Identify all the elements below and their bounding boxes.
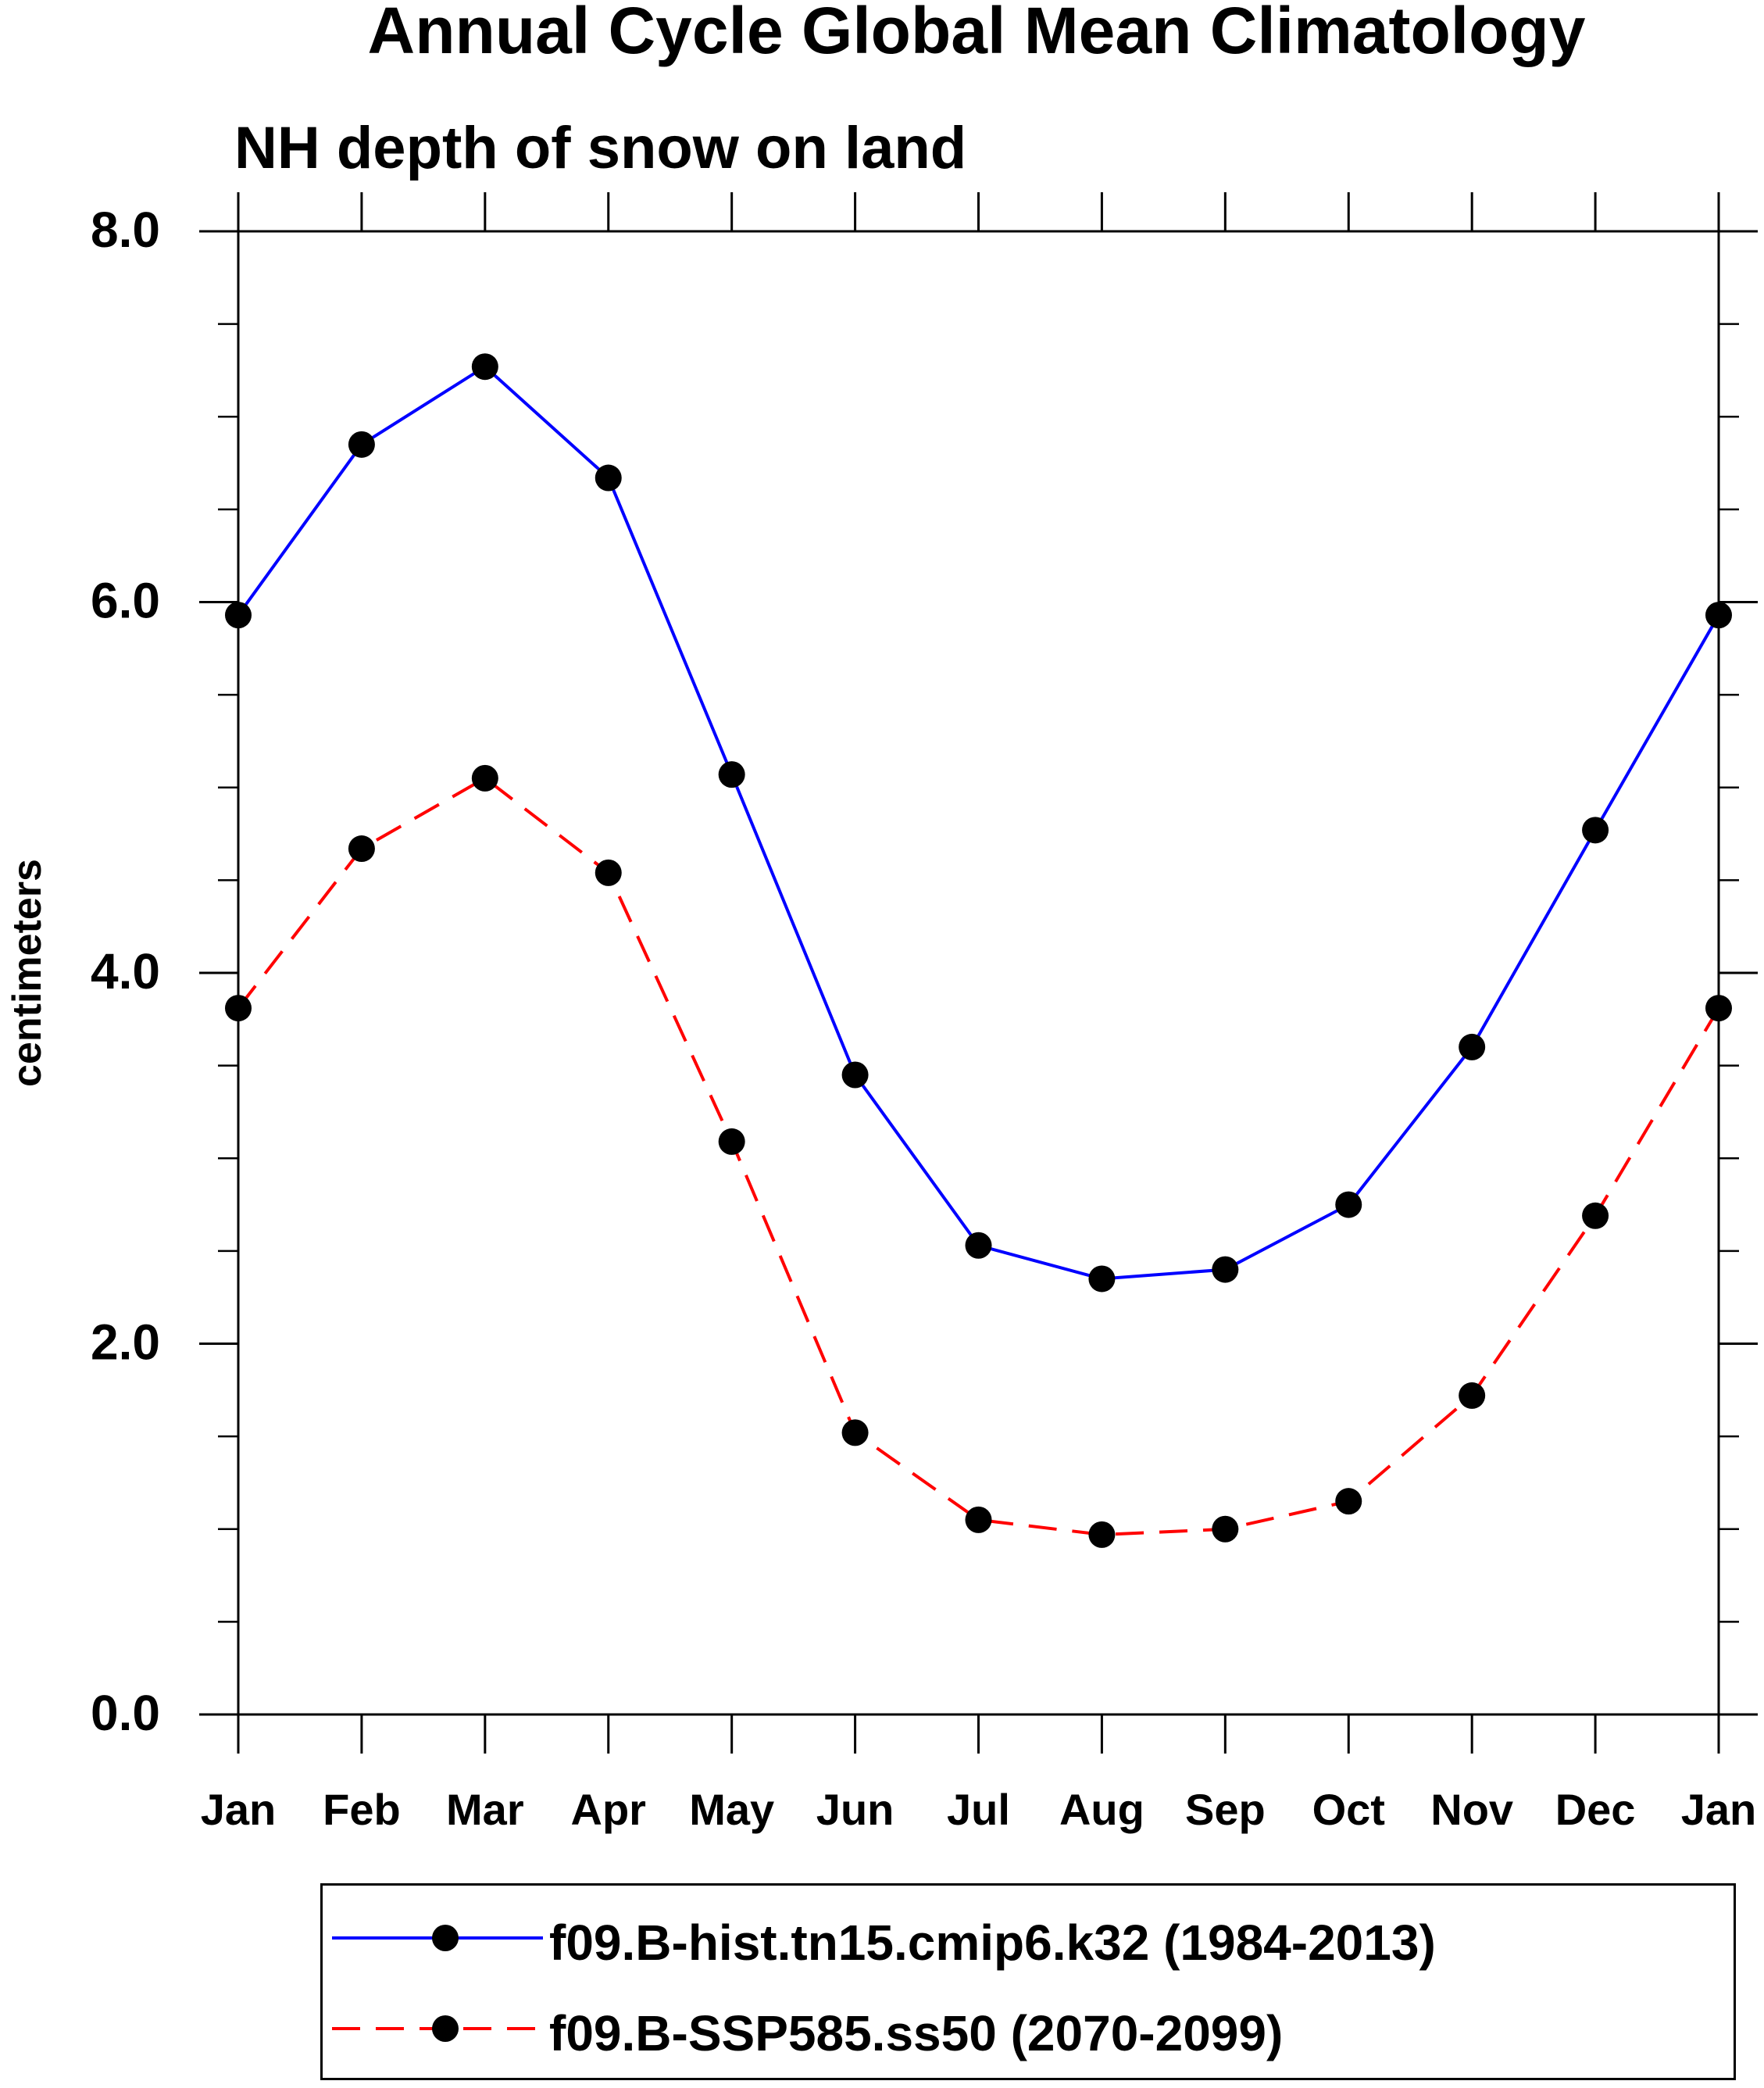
legend-swatch-hist (332, 1925, 543, 1951)
data-point-series-1 (718, 1128, 745, 1155)
data-point-series-1 (841, 1419, 869, 1446)
x-tick-label: Dec (1555, 1785, 1636, 1834)
y-tick-label: 2.0 (91, 1314, 160, 1371)
legend: f09.B-hist.tn15.cmip6.k32 (1984-2013) f0… (320, 1883, 1736, 2080)
legend-label-ssp585: f09.B-SSP585.ss50 (2070-2099) (549, 2005, 1284, 2061)
data-point-series-0 (841, 1061, 869, 1089)
data-point-series-1 (1705, 995, 1732, 1022)
data-point-series-0 (595, 464, 622, 492)
data-point-series-0 (471, 353, 498, 381)
x-tick-label: Aug (1059, 1785, 1144, 1834)
data-point-series-0 (1212, 1256, 1239, 1283)
legend-item-ssp585: f09.B-SSP585.ss50 (2070-2099) (323, 1986, 1734, 2072)
data-point-series-1 (1582, 1202, 1609, 1229)
data-point-series-1 (1459, 1382, 1486, 1409)
legend-label-hist: f09.B-hist.tn15.cmip6.k32 (1984-2013) (549, 1915, 1436, 1971)
legend-item-hist: f09.B-hist.tn15.cmip6.k32 (1984-2013) (323, 1895, 1734, 1981)
y-tick-label: 6.0 (91, 573, 160, 629)
data-point-series-0 (1459, 1033, 1486, 1060)
data-point-series-1 (348, 835, 375, 863)
chart-title: Annual Cycle Global Mean Climatology (368, 0, 1586, 67)
x-tick-label: Apr (571, 1785, 646, 1834)
data-point-series-1 (471, 764, 498, 792)
x-tick-label: Jun (816, 1785, 894, 1834)
x-tick-label: Jan (1681, 1785, 1757, 1834)
data-point-series-0 (965, 1232, 992, 1259)
y-tick-label: 0.0 (91, 1685, 160, 1741)
chart-subtitle: NH depth of snow on land (234, 115, 966, 181)
series-line-0 (237, 364, 1720, 1281)
x-tick-label: Feb (323, 1785, 401, 1834)
data-point-series-0 (1088, 1265, 1116, 1292)
legend-marker-ssp585 (432, 2015, 459, 2042)
x-tick-label: Jan (201, 1785, 277, 1834)
x-tick-label: Mar (446, 1785, 524, 1834)
data-point-series-0 (1335, 1191, 1362, 1218)
x-tick-label: Jul (947, 1785, 1010, 1834)
plot-frame (237, 230, 1720, 1716)
y-tick-label: 8.0 (91, 202, 160, 258)
x-tick-label: Oct (1312, 1785, 1385, 1834)
data-point-series-1 (595, 859, 622, 886)
plot-area: Jan Feb Mar Apr May Jun Jul Aug Sep Oct Nov Dec Jan 0… (91, 192, 1758, 1834)
x-tick-label: Sep (1185, 1785, 1266, 1834)
data-point-series-0 (1705, 602, 1732, 629)
data-point-series-1 (1088, 1521, 1116, 1548)
y-tick-label: 4.0 (91, 943, 160, 999)
data-point-series-0 (348, 431, 375, 458)
legend-marker-hist (432, 1925, 459, 1951)
data-point-series-0 (1582, 817, 1609, 844)
chart: Annual Cycle Global Mean Climatology NH … (5, 0, 1758, 1834)
series-line-1 (237, 776, 1720, 1536)
data-point-series-1 (225, 995, 252, 1022)
legend-swatch-ssp585 (332, 2015, 543, 2042)
data-point-series-1 (965, 1506, 992, 1533)
x-tick-label: May (689, 1785, 774, 1834)
data-point-series-1 (1335, 1488, 1362, 1515)
x-tick-label: Nov (1430, 1785, 1513, 1834)
y-axis-label: centimeters (5, 859, 50, 1087)
data-point-series-0 (225, 602, 252, 629)
data-point-series-0 (718, 761, 745, 788)
data-point-series-1 (1212, 1515, 1239, 1543)
